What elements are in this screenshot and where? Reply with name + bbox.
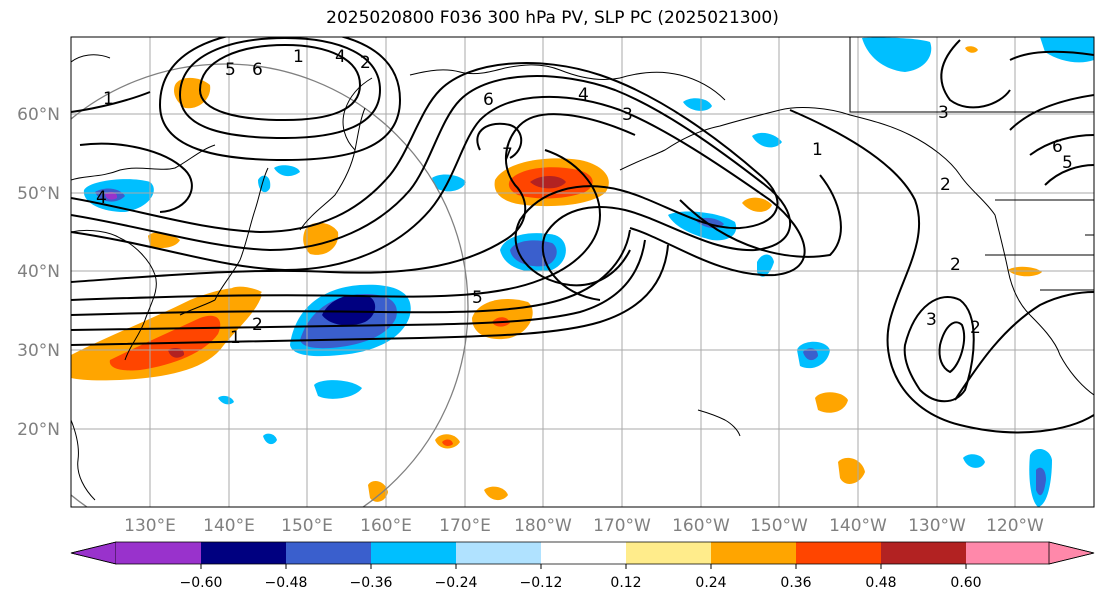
contour-label: 5 — [472, 288, 483, 308]
contour-label: 6 — [1052, 137, 1063, 157]
colorbar-segment — [541, 542, 626, 564]
contour-label: 1 — [230, 328, 241, 348]
lon-label: 180°W — [514, 516, 572, 536]
contour-label: 5 — [225, 60, 236, 80]
map-border — [70, 36, 1095, 508]
colorbar-extend-low — [70, 541, 117, 565]
colorbar-segment — [881, 542, 966, 564]
lat-label: 20°N — [17, 420, 60, 440]
lon-labels: 130°E 140°E 150°E 160°E 170°E 180°W 170°… — [124, 516, 1044, 536]
contour-label: 4 — [96, 188, 107, 208]
contour-label: 2 — [360, 53, 371, 73]
contour-label: 6 — [252, 60, 263, 80]
lon-label: 130°W — [908, 516, 966, 536]
colorbar-tick-label: −0.60 — [180, 575, 223, 591]
lon-label: 130°E — [124, 516, 176, 536]
reference-circle — [71, 63, 469, 507]
colorbar-outline — [70, 541, 1095, 565]
colorbar-segment — [966, 542, 1049, 564]
map-title: 2025020800 F036 300 hPa PV, SLP PC (2025… — [326, 8, 779, 28]
lon-label: 160°E — [360, 516, 412, 536]
lon-label: 160°W — [672, 516, 730, 536]
colorbar-segment — [371, 542, 456, 564]
lat-label: 50°N — [17, 184, 60, 204]
colorbar-segment — [626, 542, 711, 564]
colorbar-segment — [456, 542, 541, 564]
lon-label: 150°W — [750, 516, 808, 536]
contour-label: 7 — [502, 145, 513, 165]
lat-labels: 60°N 50°N 40°N 30°N 20°N — [17, 105, 60, 440]
contour-label: 6 — [483, 90, 494, 110]
colorbar-segment — [286, 542, 371, 564]
contour-label: 2 — [950, 255, 961, 275]
contour-label: 2 — [252, 315, 263, 335]
colorbar-segment — [796, 542, 881, 564]
colorbar-tick-label: 0.60 — [950, 575, 981, 591]
colorbar-tick-label: −0.48 — [265, 575, 308, 591]
contour-label: 1 — [293, 47, 304, 67]
colorbar-segment — [201, 542, 286, 564]
lat-label: 60°N — [17, 105, 60, 125]
colorbar-tick-label: −0.24 — [435, 575, 478, 591]
contour-label: 4 — [335, 47, 346, 67]
colorbar-tick-label: 0.24 — [695, 575, 726, 591]
slp-contours — [71, 37, 1094, 434]
colorbar — [70, 541, 1095, 569]
contour-label: 3 — [622, 105, 633, 125]
pv-shading — [71, 37, 1094, 507]
coastlines — [71, 37, 1094, 501]
lon-label: 140°E — [203, 516, 255, 536]
colorbar-tick-label: 0.48 — [865, 575, 896, 591]
contour-label: 5 — [1062, 153, 1073, 173]
colorbar-tick-label: −0.36 — [350, 575, 393, 591]
colorbar-tick-labels: −0.60 −0.48 −0.36 −0.24 −0.12 0.12 0.24 … — [180, 575, 982, 591]
lon-label: 120°W — [986, 516, 1044, 536]
colorbar-tick-label: 0.12 — [610, 575, 641, 591]
contour-label: 2 — [940, 175, 951, 195]
lat-label: 30°N — [17, 341, 60, 361]
contour-label: 1 — [103, 89, 114, 109]
contour-label: 2 — [970, 318, 981, 338]
lon-label: 170°E — [439, 516, 491, 536]
contour-label: 3 — [926, 310, 937, 330]
lon-label: 150°E — [281, 516, 333, 536]
lon-label: 170°W — [593, 516, 651, 536]
contour-labels: 1 2 4 5 6 7 1 2 5 1 2 3 4 6 3 2 3 2 6 5 … — [96, 47, 1073, 348]
colorbar-segment — [711, 542, 796, 564]
colorbar-tick-label: −0.12 — [520, 575, 563, 591]
contour-label: 1 — [812, 140, 823, 160]
contour-label: 3 — [938, 103, 949, 123]
contour-label: 4 — [578, 85, 589, 105]
colorbar-tick-label: 0.36 — [780, 575, 811, 591]
colorbar-extend-high — [1048, 541, 1095, 565]
lon-label: 140°W — [829, 516, 887, 536]
colorbar-segment — [116, 542, 201, 564]
lat-label: 40°N — [17, 262, 60, 282]
